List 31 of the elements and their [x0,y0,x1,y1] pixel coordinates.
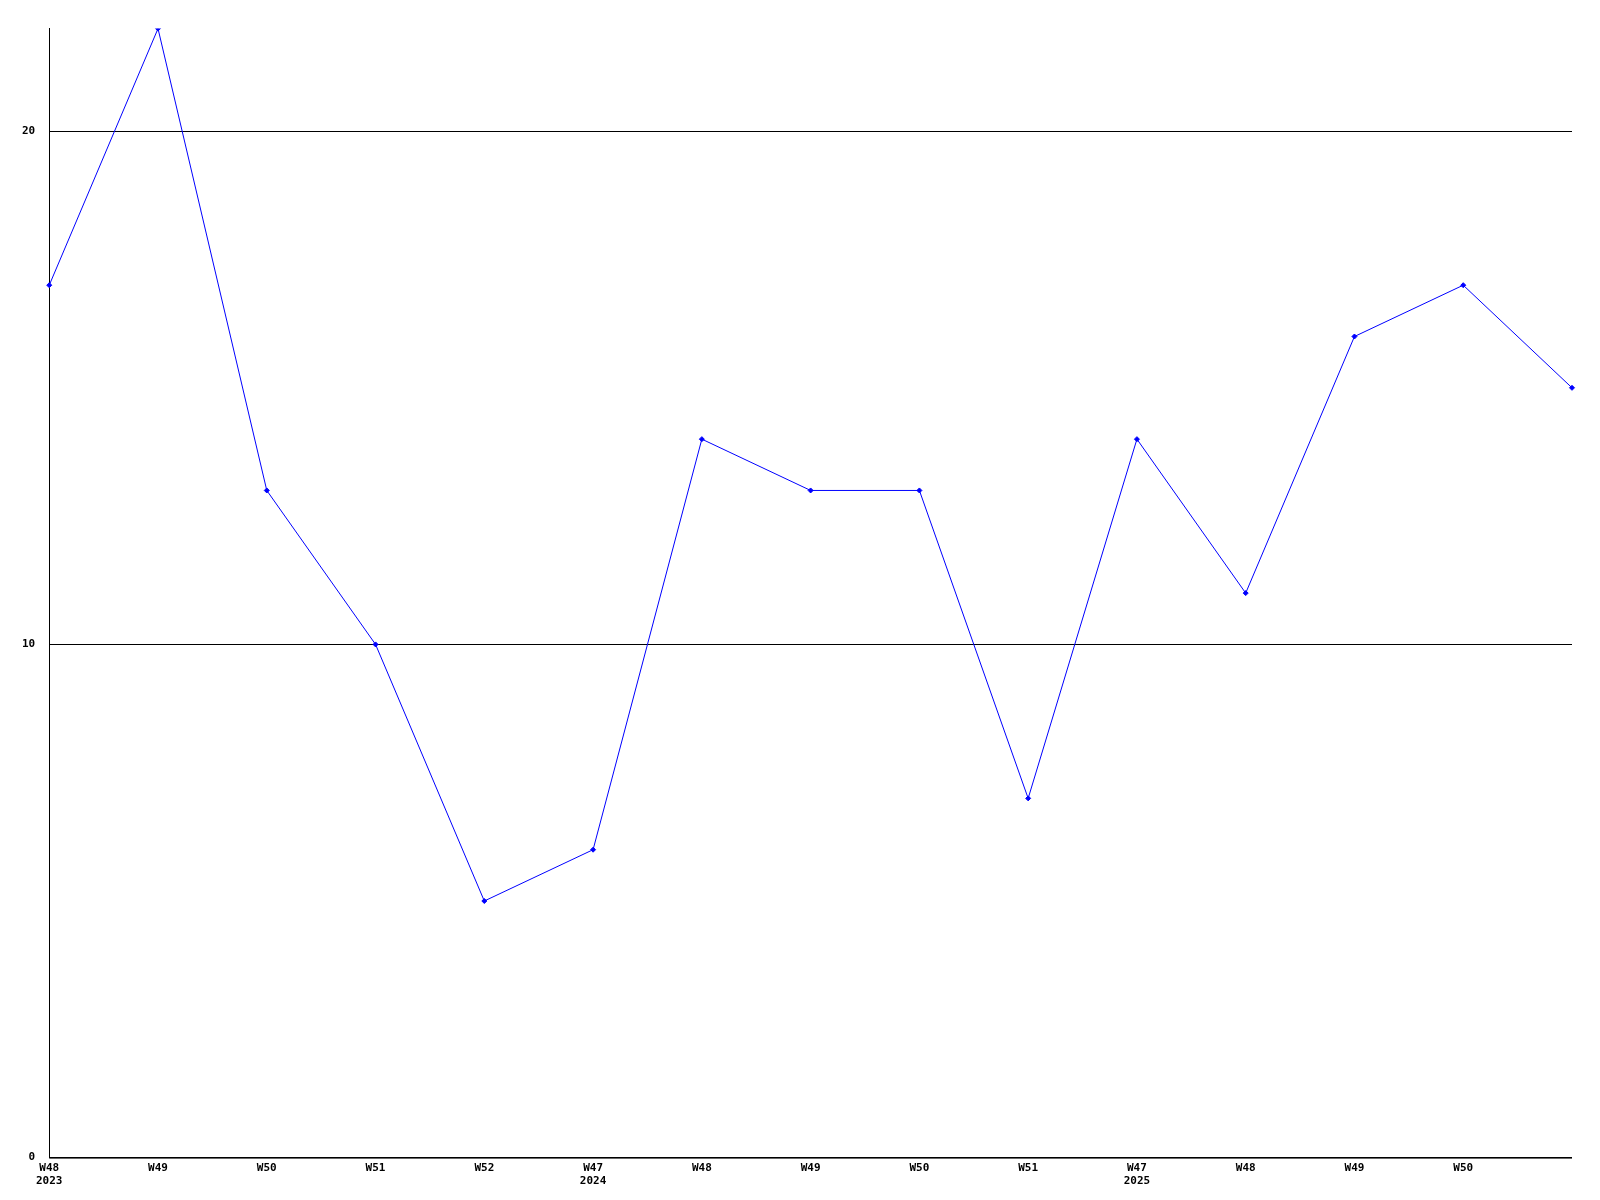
x-tick-label: W52 [474,1161,495,1175]
point [1460,282,1467,289]
point [1242,590,1249,597]
point [1133,436,1140,443]
point [1569,384,1575,391]
x-tick-label: W50 [909,1161,930,1175]
point [1351,333,1358,340]
x-tick-label: W48 [1235,1161,1256,1175]
x-tick-label: W51 [1018,1161,1039,1175]
point [46,282,53,289]
y-tick-label: 10 [22,637,36,651]
x-tick-label: W49 [148,1161,168,1175]
x-tick-label: W50 [256,1161,277,1175]
x-tick-label: W49 [1344,1161,1365,1175]
point [263,487,270,494]
x-tick-label: W48 [691,1161,712,1175]
x-tick-label: W48 2023 [36,1161,63,1188]
y-tick-label: 0 [28,1150,36,1164]
x-tick-label: W50 [1453,1161,1474,1175]
x-tick-label: W47 2025 [1123,1161,1151,1188]
point [698,436,705,443]
point [807,487,814,494]
x-tick-label: W47 2024 [579,1161,607,1188]
point [372,641,379,648]
point [916,487,923,494]
x-tick-label: W51 [365,1161,386,1175]
point [481,898,488,905]
y-tick-label: 20 [22,124,36,138]
point [590,846,597,853]
point [1025,795,1032,802]
x-tick-label: W49 [800,1161,821,1175]
